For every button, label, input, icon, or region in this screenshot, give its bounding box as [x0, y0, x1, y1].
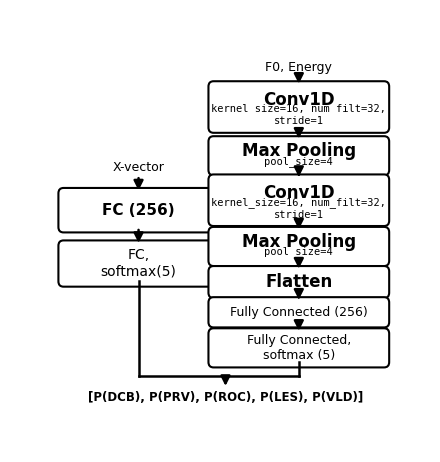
- Text: F0, Energy: F0, Energy: [265, 61, 332, 74]
- FancyBboxPatch shape: [209, 81, 389, 133]
- FancyBboxPatch shape: [209, 266, 389, 298]
- FancyBboxPatch shape: [59, 240, 219, 286]
- FancyBboxPatch shape: [209, 175, 389, 226]
- Text: Fully Connected (256): Fully Connected (256): [230, 306, 368, 319]
- Text: Flatten: Flatten: [265, 273, 333, 291]
- Text: FC (256): FC (256): [102, 203, 175, 218]
- Text: kernel_size=16, num_filt=32,
stride=1: kernel_size=16, num_filt=32, stride=1: [211, 197, 386, 219]
- FancyBboxPatch shape: [209, 328, 389, 367]
- Text: Conv1D: Conv1D: [263, 91, 335, 109]
- Text: Conv1D: Conv1D: [263, 184, 335, 202]
- Text: FC,
softmax(5): FC, softmax(5): [101, 249, 176, 279]
- Text: pool_size=4: pool_size=4: [264, 156, 333, 167]
- Text: Max Pooling: Max Pooling: [242, 233, 356, 250]
- Text: X-vector: X-vector: [113, 161, 165, 174]
- Text: pool size=4: pool size=4: [264, 247, 333, 257]
- FancyBboxPatch shape: [59, 188, 219, 232]
- FancyBboxPatch shape: [209, 227, 389, 266]
- FancyBboxPatch shape: [209, 297, 389, 328]
- Text: kernel size=16, num filt=32,
stride=1: kernel size=16, num filt=32, stride=1: [211, 104, 386, 126]
- Text: Max Pooling: Max Pooling: [242, 142, 356, 160]
- Text: [P(DCB), P(PRV), P(ROC), P(LES), P(VLD)]: [P(DCB), P(PRV), P(ROC), P(LES), P(VLD)]: [88, 391, 363, 404]
- Text: Fully Connected,
softmax (5): Fully Connected, softmax (5): [247, 334, 351, 362]
- FancyBboxPatch shape: [209, 136, 389, 175]
